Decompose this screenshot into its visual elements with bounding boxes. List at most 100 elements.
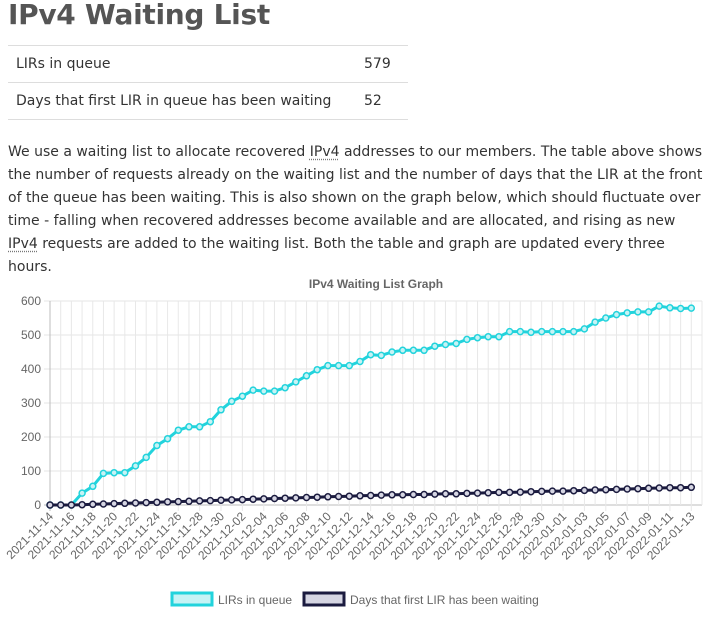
data-point-1 <box>591 486 599 494</box>
data-point-0 <box>591 318 599 326</box>
legend-label-1: Days that first LIR has been waiting <box>350 593 539 607</box>
data-point-1 <box>388 491 396 499</box>
data-point-1 <box>634 484 642 493</box>
data-point-1 <box>121 499 129 508</box>
data-point-1 <box>463 489 471 498</box>
data-point-1 <box>67 501 76 509</box>
data-point-0 <box>409 346 418 355</box>
data-point-1 <box>655 484 663 492</box>
data-point-1 <box>163 498 172 506</box>
data-point-0 <box>644 308 653 316</box>
data-point-1 <box>666 483 674 492</box>
description-text-2: addresses to our members. The table abov… <box>8 144 703 229</box>
data-point-0 <box>110 468 118 477</box>
legend-swatch-1 <box>302 591 346 607</box>
page-title: IPv4 Waiting List <box>8 0 270 31</box>
data-point-0 <box>388 348 396 356</box>
data-point-0 <box>527 328 535 337</box>
data-point-1 <box>260 495 268 503</box>
data-point-1 <box>153 498 161 507</box>
data-point-1 <box>505 488 514 497</box>
y-tick-label: 600 <box>21 294 41 308</box>
data-point-0 <box>602 314 610 322</box>
data-point-1 <box>484 489 492 497</box>
description-paragraph: We use a waiting list to allocate recove… <box>8 141 708 279</box>
data-point-1 <box>217 496 225 504</box>
data-point-0 <box>324 361 332 370</box>
data-point-1 <box>495 488 503 497</box>
waiting-list-chart: IPv4 Waiting List Graph 0 100 200 300 400 500 6… <box>3 277 703 607</box>
data-point-1 <box>78 500 86 509</box>
y-tick-label: 100 <box>21 464 41 478</box>
data-point-1 <box>548 487 557 495</box>
data-point-0 <box>537 327 546 336</box>
data-point-1 <box>174 497 183 506</box>
data-point-1 <box>249 495 257 503</box>
data-point-0 <box>569 327 578 336</box>
stats-table: LIRs in queue 579 Days that first LIR in… <box>8 45 408 120</box>
data-point-0 <box>356 357 364 366</box>
data-point-0 <box>505 327 514 336</box>
data-point-1 <box>238 495 247 504</box>
data-point-1 <box>334 492 343 501</box>
data-point-0 <box>559 327 567 336</box>
stat-value-lirs: 579 <box>356 45 408 83</box>
stat-label-lirs: LIRs in queue <box>8 45 356 83</box>
data-point-1 <box>527 487 535 496</box>
data-point-1 <box>270 494 279 503</box>
ipv4-abbreviation[interactable]: IPv4 <box>309 144 340 160</box>
data-point-0 <box>185 423 193 431</box>
data-point-0 <box>153 441 161 450</box>
data-point-1 <box>559 487 567 495</box>
data-point-1 <box>99 500 108 508</box>
data-point-1 <box>687 483 696 492</box>
data-point-1 <box>195 497 204 505</box>
data-point-0 <box>227 397 236 406</box>
data-point-0 <box>99 469 108 478</box>
data-point-0 <box>452 339 460 348</box>
data-point-1 <box>227 496 236 504</box>
data-point-0 <box>270 387 279 395</box>
description-text-3: requests are added to the waiting list. … <box>8 236 665 275</box>
data-point-1 <box>580 486 589 495</box>
data-point-1 <box>473 489 482 497</box>
data-point-1 <box>569 486 578 495</box>
data-point-1 <box>356 492 364 500</box>
data-point-0 <box>78 489 86 497</box>
data-point-1 <box>46 501 54 509</box>
ipv4-abbreviation[interactable]: IPv4 <box>8 236 38 252</box>
y-tick-label: 300 <box>21 396 41 410</box>
data-point-0 <box>302 372 311 380</box>
data-point-1 <box>441 490 450 498</box>
data-point-0 <box>495 332 503 341</box>
data-point-1 <box>623 485 631 493</box>
data-point-0 <box>281 383 289 392</box>
data-point-1 <box>409 490 418 499</box>
data-point-0 <box>666 304 674 312</box>
chart-title: IPv4 Waiting List Graph <box>309 277 443 291</box>
data-point-0 <box>249 386 257 394</box>
data-point-0 <box>687 304 696 312</box>
y-tick-label: 200 <box>21 430 41 444</box>
data-point-1 <box>452 490 460 498</box>
data-point-0 <box>334 361 343 370</box>
data-point-0 <box>174 426 183 434</box>
data-point-0 <box>473 333 482 342</box>
data-point-0 <box>484 332 492 341</box>
data-point-1 <box>324 493 332 501</box>
data-point-0 <box>260 387 268 395</box>
data-point-0 <box>217 406 225 414</box>
data-point-0 <box>345 361 354 370</box>
data-point-0 <box>420 346 428 355</box>
data-point-1 <box>431 490 439 498</box>
data-point-1 <box>110 499 118 508</box>
data-point-1 <box>302 493 311 502</box>
data-point-0 <box>516 327 525 336</box>
data-point-1 <box>206 496 215 505</box>
data-point-1 <box>185 497 193 506</box>
data-point-0 <box>206 417 215 426</box>
data-point-1 <box>537 487 546 496</box>
legend-swatch-0 <box>170 591 214 607</box>
data-point-1 <box>420 490 428 499</box>
